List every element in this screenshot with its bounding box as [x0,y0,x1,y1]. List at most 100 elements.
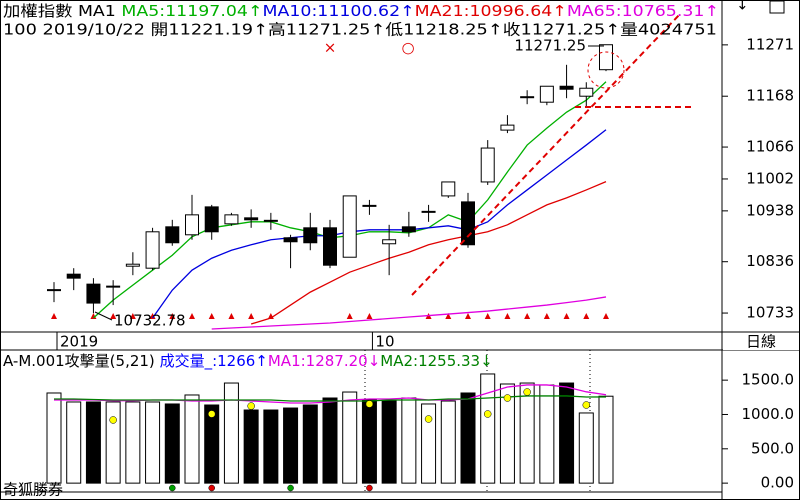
signal-marker [189,313,195,319]
volume-bar [539,384,555,484]
y-tick-label: 500.0 [751,439,794,457]
x-tick-label: 10 [375,333,394,351]
signal-marker [445,313,452,319]
candle-body [342,195,357,258]
scroll-icon[interactable]: ↓ [736,0,749,14]
signal-marker [228,313,235,319]
signal-marker [603,313,609,319]
volume-dot [109,416,117,424]
volume-dot [247,402,255,410]
candle-body [244,217,259,221]
volume-bar [263,409,279,484]
candle-body [204,206,219,233]
y-tick-label: 10733 [746,304,794,322]
volume-bar [322,397,338,484]
volume-bar [460,392,476,484]
legend-entry: MA65:10765.31↑ [567,2,719,20]
volume-bar [283,407,299,484]
candle-body [47,289,61,292]
legend-entry: MA21:10996.64↑ [415,2,567,20]
candle-body [441,181,456,197]
signal-dot [287,484,294,492]
candle-body [165,226,180,244]
signal-marker [504,313,511,319]
candle-body [185,214,199,236]
volume-dot [424,415,433,423]
volume-header: A-M.001攻擊量(5,21) 成交量_:1266↑MA1:1287.20↓M… [3,352,493,371]
signal-marker [208,313,215,319]
y-tick-label: 11271 [746,35,794,53]
candle-body [421,210,436,213]
volume-bar [421,403,437,484]
legend-entry: MA2:1255.33↓ [380,352,492,370]
candle-body [520,96,535,99]
y-tick-label: 0.00 [761,474,794,492]
volume-dot [365,400,374,408]
signal-marker [583,313,590,319]
annotation: ○ [401,39,414,57]
candle-body [539,85,554,103]
signal-marker [248,313,255,319]
window-button[interactable] [769,0,785,14]
y-tick-label: 10836 [746,252,794,270]
volume-bar [401,397,417,484]
legend-entry: 成交量_:1266↑ [160,352,268,371]
volume-bar [381,400,397,484]
signal-marker [129,313,136,319]
volume-bar [105,401,121,484]
candle-body [125,263,140,267]
legend-entry: MA1:1287.20↓ [268,352,380,370]
chart-title: 加權指數 MA1 [3,2,121,20]
y-tick-label: 11066 [746,138,794,156]
candle-body [106,285,121,288]
volume-bar [204,404,220,484]
candle-body [145,231,160,269]
volume-bar [361,399,377,484]
volume-bar [578,412,594,484]
volume-bar [559,382,575,484]
main-header: 加權指數 MA1 MA5:11197.04↑ MA10:11100.62↑ MA21… [3,2,719,20]
y-tick-label: 1000.0 [742,405,795,423]
volume-bar [125,401,141,484]
chart-title: A-M.001攻擊量(5,21) [3,352,160,370]
signal-marker [110,313,117,319]
volume-bar [243,409,259,484]
candle-body [401,226,416,233]
candle-body [86,283,101,304]
candle-body [283,237,298,243]
volume-bar [302,404,318,484]
trend-line [411,13,681,296]
signal-marker [346,313,353,319]
volume-dot [582,401,591,409]
signal-marker [465,313,471,319]
candle-body [559,85,574,90]
signal-marker [524,313,531,319]
y-tick-label: 11168 [746,87,794,105]
annotation: × [324,39,337,57]
signal-marker [484,313,491,319]
volume-bar [164,403,180,484]
plot: 10733 10836 10938 11002 11066 11168 11271 0.00 5… [46,35,795,492]
volume-bar [519,382,535,484]
candle-body [579,87,594,97]
signal-marker [366,313,373,319]
signal-marker [169,313,176,319]
volume-bar [184,394,200,484]
candle-body [382,239,397,245]
signal-dot [366,484,373,492]
candle-body [66,273,81,279]
candle-body [480,147,495,183]
volume-bar [342,391,358,484]
x-tick-label: 2019 [60,333,98,351]
candle-body [362,204,377,207]
period-label: 日線 [746,333,776,351]
volume-bar [145,401,161,484]
brand: 奇狐勝券 [3,481,63,499]
signal-marker [149,313,156,319]
volume-dot [483,410,492,418]
candle-body [224,214,239,225]
quote-line: 100 2019/10/22 開11221.19↑高11271.25↑低1121… [3,21,717,39]
ma-line [250,181,607,325]
signal-dot [208,484,215,492]
